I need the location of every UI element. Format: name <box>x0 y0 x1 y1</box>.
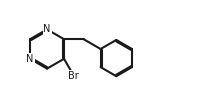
Text: N: N <box>43 24 51 34</box>
Text: Br: Br <box>68 71 79 81</box>
Text: N: N <box>26 54 34 64</box>
